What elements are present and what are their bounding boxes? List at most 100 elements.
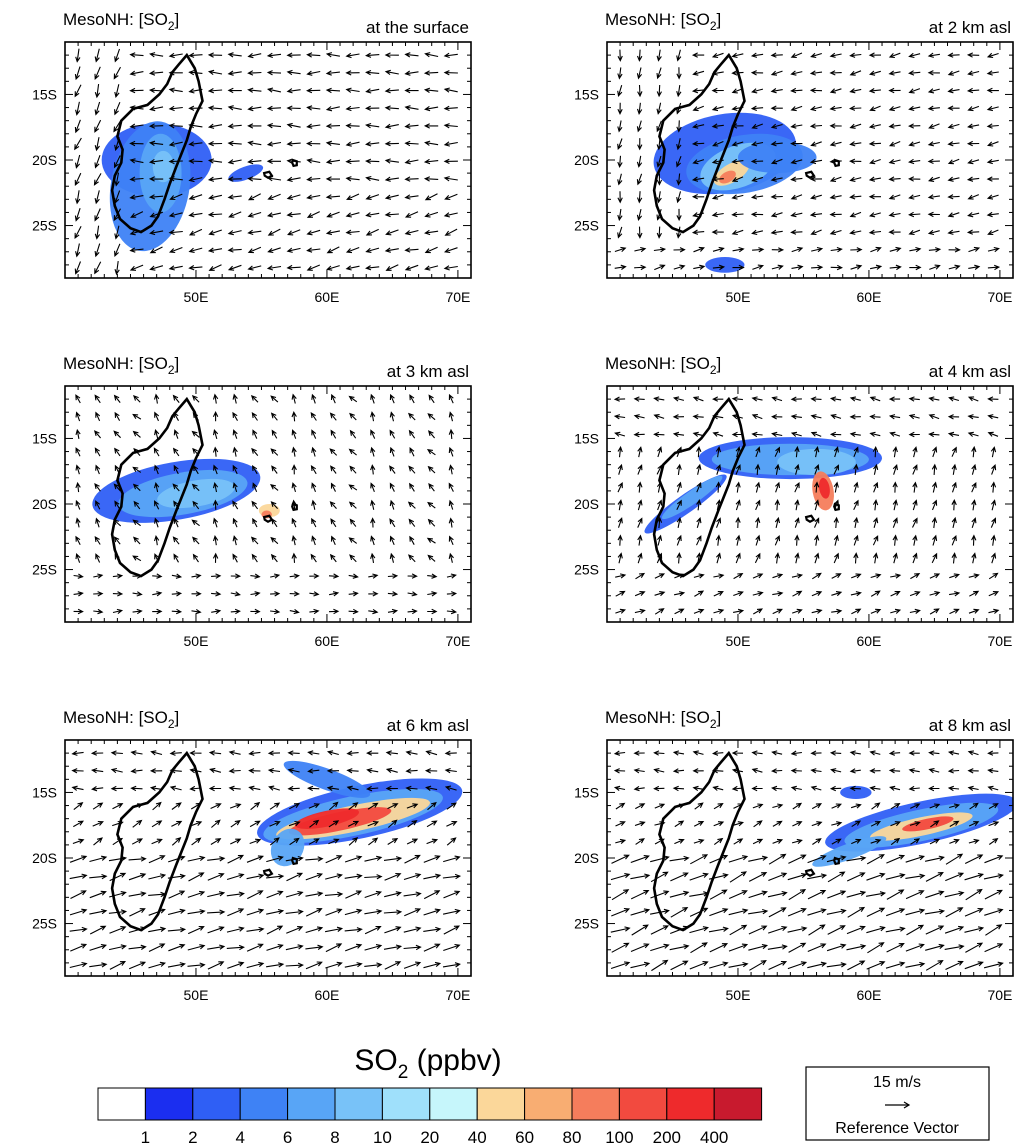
wind-arrow	[306, 140, 321, 147]
colorbar-label: 8	[330, 1128, 339, 1147]
wind-arrow	[168, 890, 186, 899]
wind-arrow	[947, 414, 960, 420]
wind-arrow	[611, 907, 631, 917]
wind-arrow	[748, 943, 769, 951]
wind-arrow	[129, 229, 144, 236]
wind-arrow	[967, 768, 979, 774]
wind-arrow	[676, 481, 682, 493]
wind-arrow	[925, 960, 944, 971]
wind-arrow	[851, 573, 862, 579]
wind-arrow	[888, 106, 901, 112]
wind-arrow	[908, 396, 920, 402]
wind-arrow	[849, 105, 862, 111]
wind-arrow	[171, 608, 183, 615]
wind-arrow	[711, 123, 724, 129]
wind-arrow	[247, 105, 262, 112]
wind-arrow	[232, 500, 239, 510]
wind-arrow	[423, 123, 439, 129]
wind-arrow	[289, 837, 300, 846]
wind-arrow	[908, 211, 921, 218]
wind-arrow	[829, 211, 842, 218]
wind-arrow	[617, 85, 623, 98]
wind-arrow	[192, 500, 200, 510]
wind-arrow	[949, 573, 961, 579]
wind-arrow	[711, 52, 724, 59]
wind-arrow	[286, 69, 301, 76]
wind-arrow	[73, 820, 85, 828]
wind-arrow	[791, 838, 803, 845]
wind-arrow	[987, 785, 999, 791]
wind-arrow	[250, 801, 261, 811]
wind-arrow	[676, 226, 682, 239]
wind-vectors	[74, 48, 458, 276]
wind-arrow	[404, 229, 419, 236]
wind-arrow	[637, 226, 643, 239]
wind-arrow	[983, 961, 1004, 969]
wind-arrow	[826, 908, 847, 915]
wind-arrow	[987, 246, 1000, 253]
wind-arrow	[830, 264, 843, 271]
wind-arrow	[387, 819, 398, 828]
wind-arrow	[969, 802, 979, 810]
wind-arrow	[148, 70, 164, 76]
wind-arrow	[403, 926, 422, 933]
wind-arrow	[770, 70, 783, 76]
wind-arrow	[951, 534, 957, 546]
wind-arrow	[306, 70, 321, 76]
wind-arrow	[787, 907, 807, 917]
wind-arrow	[849, 431, 861, 438]
wind-arrow	[311, 517, 317, 528]
wind-arrow	[670, 925, 690, 935]
wind-arrow	[892, 446, 898, 458]
wind-arrow	[348, 591, 359, 597]
wind-arrow	[114, 190, 121, 204]
wind-arrow	[873, 463, 879, 475]
wind-arrow	[227, 52, 242, 58]
wind-arrow	[809, 158, 823, 165]
wind-arrow	[110, 785, 123, 792]
wind-arrow	[731, 105, 744, 112]
wind-arrow	[75, 48, 81, 63]
wind-arrow	[984, 889, 1003, 900]
panel-title-left: MesoNH: [SO2]	[63, 354, 179, 377]
wind-arrow	[404, 247, 419, 253]
wind-arrow	[95, 464, 101, 475]
colorbar-box	[144, 1087, 194, 1121]
wind-arrow	[172, 483, 180, 492]
wind-arrow	[984, 854, 1004, 864]
wind-arrow	[385, 750, 398, 756]
wind-arrow	[305, 944, 324, 950]
wind-arrow	[289, 591, 300, 597]
wind-arrow	[674, 573, 685, 579]
wind-arrow	[286, 212, 301, 218]
wind-arrow	[814, 446, 820, 458]
wind-arrow	[637, 84, 643, 98]
wind-arrow	[987, 431, 999, 437]
wind-arrow	[892, 499, 898, 511]
wind-arrow	[731, 176, 744, 182]
wind-arrow	[305, 908, 323, 917]
wind-arrow	[931, 463, 938, 475]
wind-arrow	[149, 246, 163, 254]
wind-arrow	[868, 52, 882, 58]
wind-arrow	[869, 768, 881, 774]
wind-arrow	[794, 463, 800, 475]
wind-arrow	[656, 102, 662, 115]
wind-arrow	[617, 67, 623, 80]
wind-arrow	[207, 158, 223, 164]
wind-arrow	[947, 158, 960, 165]
wind-arrow	[635, 572, 646, 580]
wind-arrow	[291, 482, 297, 493]
wind-arrow	[109, 961, 127, 970]
wind-arrow	[365, 175, 380, 182]
wind-arrow	[932, 446, 938, 458]
wind-arrow	[689, 926, 710, 934]
wind-arrow	[227, 230, 242, 236]
wind-arrow	[810, 141, 822, 147]
wind-arrow	[813, 481, 820, 493]
wind-arrow	[650, 925, 670, 935]
wind-arrow	[384, 194, 399, 200]
wind-arrow	[129, 264, 144, 271]
wind-arrow	[873, 516, 879, 528]
